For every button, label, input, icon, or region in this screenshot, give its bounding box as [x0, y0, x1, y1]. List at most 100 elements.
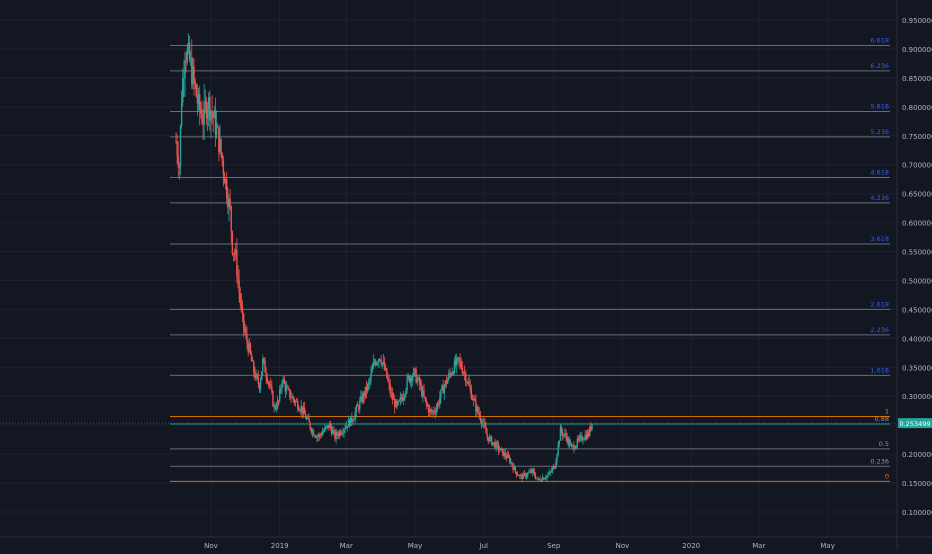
candle-body	[218, 127, 220, 153]
candle-body	[212, 113, 214, 118]
candle-body	[474, 398, 476, 401]
candle-body	[475, 400, 477, 412]
candle-body	[353, 418, 355, 421]
candle-body	[354, 411, 356, 419]
candle-body	[433, 410, 435, 413]
candle-body	[510, 461, 512, 463]
candle-body	[182, 78, 184, 103]
candle-body	[382, 361, 385, 363]
candle-body	[232, 253, 235, 255]
candle-body	[409, 377, 412, 383]
candle-body	[549, 471, 551, 473]
candle-body	[561, 432, 564, 436]
candle-body	[356, 405, 359, 407]
candle-body	[191, 58, 193, 85]
candle-body	[509, 457, 511, 463]
candle-body	[342, 432, 344, 434]
candle-body	[345, 426, 347, 429]
candle-body	[370, 372, 372, 380]
candle-body	[304, 414, 307, 419]
candle-body	[198, 94, 201, 110]
candle-body	[426, 403, 429, 406]
candle-body	[295, 401, 298, 403]
candle-body	[360, 396, 362, 401]
candle-body	[290, 397, 292, 399]
candle-body	[410, 377, 413, 382]
candle-body	[578, 436, 581, 440]
candle-body	[233, 253, 236, 255]
x-tick-label: Sep	[547, 542, 561, 550]
fib-level-label: 4.618	[870, 168, 889, 176]
candle-body	[378, 358, 380, 363]
candle-body	[310, 428, 312, 433]
candle-body	[185, 60, 187, 62]
candle-body	[230, 206, 232, 232]
candle-body	[209, 97, 211, 121]
candle-body	[330, 427, 333, 434]
candle-body	[485, 427, 487, 434]
candle-body	[434, 412, 436, 413]
candle-body	[219, 138, 221, 153]
candle-body	[460, 361, 462, 368]
candle-body	[404, 394, 406, 397]
candle-body	[273, 405, 275, 407]
candle-body	[529, 471, 531, 473]
fib-level-label: 6.618	[870, 36, 889, 44]
candle-body	[484, 422, 486, 428]
candle-body	[275, 408, 278, 410]
candle-body	[443, 386, 446, 394]
candle-body	[311, 430, 314, 433]
x-tick-label: 2020	[682, 542, 700, 550]
candle-body	[506, 454, 509, 459]
candle-body	[567, 439, 570, 443]
candle-body	[228, 198, 230, 208]
candle-body	[518, 475, 520, 477]
last-price-badge	[898, 418, 932, 429]
fib-level-label: 0.88	[875, 415, 889, 423]
candle-body	[565, 433, 567, 437]
candle-body	[280, 388, 282, 390]
candle-body	[237, 275, 239, 281]
candle-body	[542, 477, 545, 480]
candle-body	[204, 101, 207, 103]
candle-body	[256, 374, 258, 378]
candle-body	[186, 49, 188, 62]
candle-body	[566, 436, 568, 443]
candle-body	[545, 477, 547, 479]
candle-body	[480, 420, 483, 424]
candle-body	[501, 448, 503, 449]
candle-body	[352, 420, 354, 422]
candle-body	[276, 400, 279, 409]
candle-body	[226, 179, 228, 199]
candle-body	[449, 373, 451, 375]
candle-body	[388, 380, 390, 384]
fib-level-label: 0.236	[870, 457, 889, 465]
fib-retracement[interactable]: 0 0.236 0.5 0.881 1.618 2.236 2.618 3.618 4.236 4…	[170, 36, 890, 482]
x-tick-label: Nov	[616, 542, 630, 550]
candle-body	[246, 334, 248, 343]
candle-body	[291, 396, 293, 398]
candle-body	[527, 473, 529, 476]
candle-body	[454, 360, 457, 366]
candle-body	[215, 125, 218, 135]
candle-body	[425, 399, 427, 404]
candle-body	[315, 436, 317, 438]
candle-body	[573, 445, 575, 450]
candle-body	[341, 433, 343, 435]
candle-body	[178, 166, 181, 168]
candle-body	[381, 362, 384, 365]
candle-body	[470, 389, 473, 399]
candle-body	[180, 102, 183, 126]
candle-body	[519, 475, 521, 477]
candle-body	[414, 368, 416, 370]
candle-body	[318, 434, 320, 438]
candle-body	[292, 396, 294, 400]
